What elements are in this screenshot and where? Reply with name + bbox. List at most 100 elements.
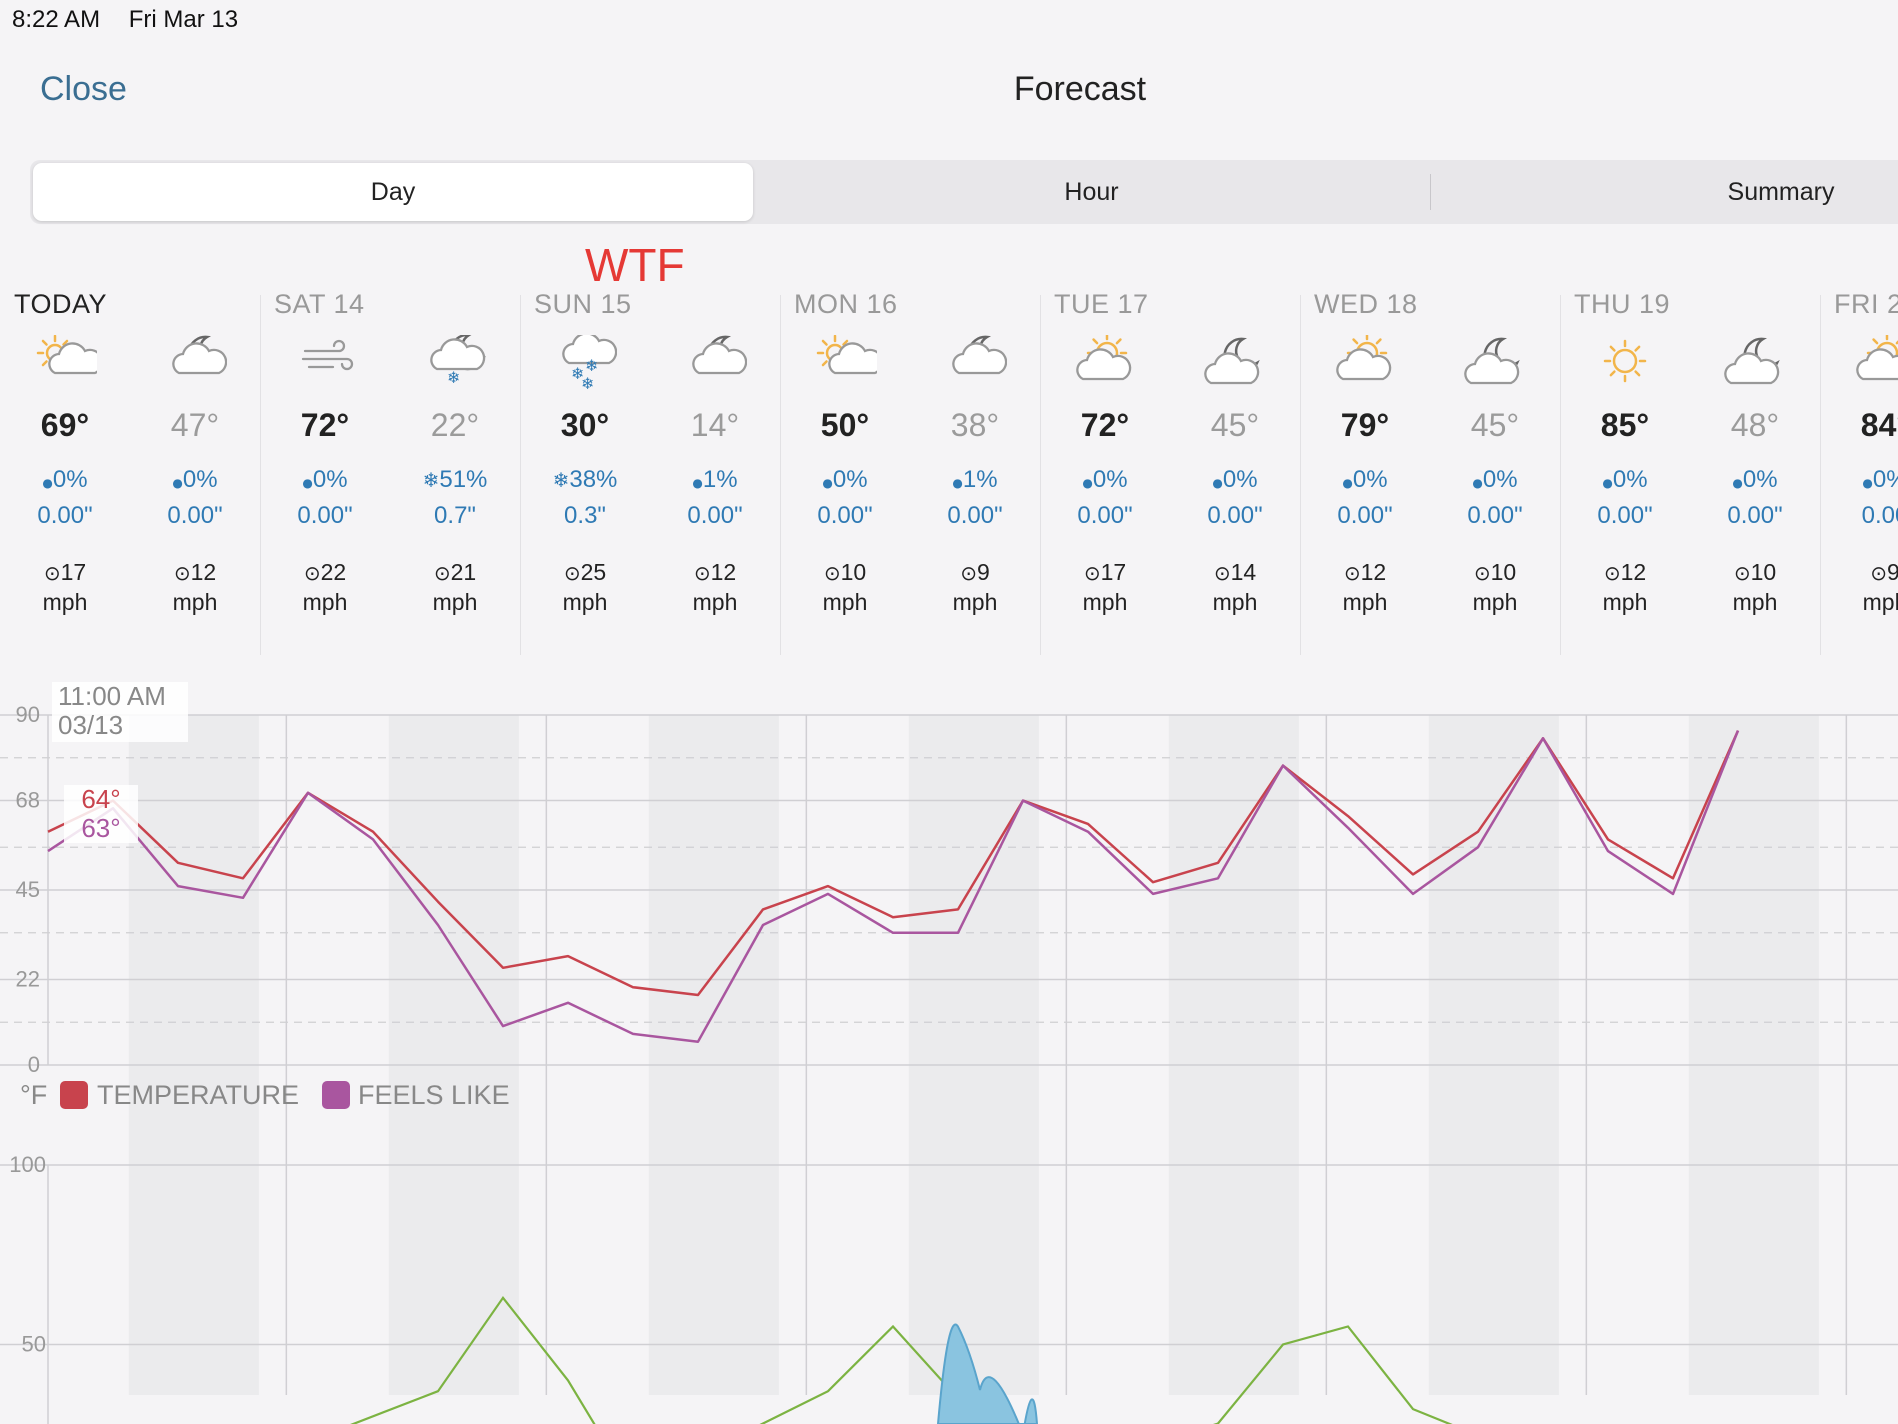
tab-divider bbox=[1430, 174, 1431, 210]
precip-percent: 1% bbox=[962, 466, 998, 493]
precip-percent: 0% bbox=[1482, 466, 1518, 493]
night-band bbox=[908, 715, 1039, 1395]
night-period: 45° ●0% 0.00" ⊙14 mph bbox=[1170, 335, 1300, 617]
wind-direction-icon: ⊙ bbox=[433, 561, 451, 585]
precip-probability: ●0% bbox=[1300, 466, 1430, 494]
precip-amount: 0.00" bbox=[1337, 502, 1393, 529]
wind: ⊙12 mph bbox=[1300, 558, 1430, 617]
precip-area bbox=[936, 1323, 1039, 1424]
wind-unit: mph bbox=[42, 589, 88, 615]
annotation-text: WTF bbox=[585, 239, 685, 291]
wind-direction-icon: ⊙ bbox=[823, 561, 841, 585]
wind-speed: 9 bbox=[1886, 559, 1898, 585]
temperature: 14° bbox=[690, 407, 740, 443]
cursor-feels: 63° bbox=[81, 813, 121, 843]
day-label: FRI 2 bbox=[1834, 289, 1898, 319]
day-column[interactable]: TODAY 69° ●0% 0.00" ⊙17 mph 47° ●0% 0.00" ⊙12 mph bbox=[0, 285, 260, 655]
day-column[interactable]: SUN 15 ❄ ❄ ❄ 30° ❄38% 0.3" ⊙25 mph 14° ●1% 0.00" ⊙12… bbox=[520, 285, 780, 655]
day-separator bbox=[780, 295, 781, 655]
partly-sunny-icon bbox=[0, 334, 130, 395]
precip-percent: 0% bbox=[1352, 466, 1388, 493]
chart-cursor-values: 64° 63° bbox=[64, 785, 138, 843]
day-separator bbox=[1040, 295, 1041, 655]
precip-percent: 51% bbox=[439, 466, 488, 493]
precip-probability: ●0% bbox=[1430, 466, 1560, 494]
day-column[interactable]: TUE 17 72° ●0% 0.00" ⊙17 mph 45° ●0% 0.00" ⊙14 mph bbox=[1040, 285, 1300, 655]
night-band bbox=[1168, 715, 1299, 1395]
wind-direction-icon: ⊙ bbox=[1343, 561, 1361, 585]
day-period: 84° ●0% 0.00 ⊙9 mph bbox=[1820, 332, 1898, 617]
precip-probability: ●0% bbox=[1040, 466, 1170, 494]
wind-direction-icon: ⊙ bbox=[1083, 561, 1101, 585]
night-period: ❄ 22° ❄51% 0.7" ⊙21 mph bbox=[390, 333, 520, 617]
precip-percent: 0% bbox=[312, 466, 348, 493]
precip-amount: 0.00" bbox=[817, 502, 873, 529]
day-label: TUE 17 bbox=[1054, 289, 1149, 319]
day-separator bbox=[1300, 295, 1301, 655]
y-tick-label: 50 bbox=[22, 1332, 46, 1357]
wind-speed: 10 bbox=[1490, 559, 1517, 585]
day-column[interactable]: FRI 2 84° ●0% 0.00 ⊙9 mph bbox=[1820, 285, 1898, 655]
wind-unit: mph bbox=[692, 589, 738, 615]
precip-probability: ❄51% bbox=[390, 466, 520, 494]
tab-hour[interactable]: Hour bbox=[1064, 178, 1119, 206]
forecast-chart[interactable]: 90 68 45 22 0 100 50 bbox=[0, 690, 1898, 1424]
wind-speed: 17 bbox=[60, 559, 87, 585]
day-column[interactable]: MON 16 50° ●0% 0.00" ⊙10 mph 38° ●1% 0.00" ⊙9 mph bbox=[780, 285, 1040, 655]
day-separator bbox=[260, 295, 261, 655]
raindrop-icon: ● bbox=[1862, 476, 1873, 490]
wind-speed: 22 bbox=[320, 559, 347, 585]
tab-summary[interactable]: Summary bbox=[1727, 178, 1835, 206]
snowflake-icon: ❄ bbox=[552, 468, 570, 492]
snow-night-icon: ❄ bbox=[390, 333, 520, 395]
wind: ⊙14 mph bbox=[1170, 558, 1300, 617]
raindrop-icon: ● bbox=[42, 476, 53, 490]
precip-percent: 0% bbox=[832, 466, 868, 493]
precip-percent: 0% bbox=[1092, 466, 1128, 493]
precip-probability: ●0% bbox=[260, 466, 390, 494]
y-tick-label: 100 bbox=[9, 1152, 46, 1177]
night-period: 38° ●1% 0.00" ⊙9 mph bbox=[910, 335, 1040, 617]
wind: ⊙9 mph bbox=[910, 558, 1040, 617]
night-band bbox=[1688, 715, 1819, 1395]
legend-label-feels-like: FEELS LIKE bbox=[358, 1080, 510, 1110]
tab-day[interactable]: Day bbox=[33, 163, 753, 221]
wind: ⊙12 mph bbox=[650, 558, 780, 617]
day-label: TODAY bbox=[14, 289, 108, 319]
y-unit-label: °F bbox=[20, 1080, 48, 1110]
wind-direction-icon: ⊙ bbox=[303, 561, 321, 585]
wind-icon bbox=[260, 335, 390, 395]
y-tick-label: 90 bbox=[16, 702, 40, 727]
raindrop-icon: ● bbox=[952, 476, 963, 490]
day-period: 72° ●0% 0.00" ⊙17 mph bbox=[1040, 332, 1170, 617]
day-period: 72° ●0% 0.00" ⊙22 mph bbox=[260, 335, 390, 617]
wind-speed: 10 bbox=[1750, 559, 1777, 585]
day-label: WED 18 bbox=[1314, 289, 1418, 319]
precip-amount: 0.00" bbox=[947, 502, 1003, 529]
wind-direction-icon: ⊙ bbox=[693, 561, 711, 585]
wind: ⊙17 mph bbox=[1040, 558, 1170, 617]
raindrop-icon: ● bbox=[1082, 476, 1093, 490]
precip-probability: ●1% bbox=[910, 466, 1040, 494]
snow-icon: ❄ ❄ ❄ bbox=[520, 332, 650, 395]
night-band bbox=[128, 715, 259, 1395]
wind-speed: 25 bbox=[580, 559, 607, 585]
wind-unit: mph bbox=[1732, 589, 1778, 615]
svg-text:❄: ❄ bbox=[571, 364, 584, 383]
page-title: Forecast bbox=[1013, 70, 1147, 108]
precip-probability: ❄38% bbox=[520, 466, 650, 494]
day-period: ❄ ❄ ❄ 30° ❄38% 0.3" ⊙25 mph bbox=[520, 332, 650, 617]
temperature: 50° bbox=[820, 407, 870, 443]
day-column[interactable]: THU 19 85° ●0% 0.00" ⊙12 mph 48° ●0% 0.00" ⊙10 mph bbox=[1560, 285, 1820, 655]
moon-cloud-icon bbox=[1170, 335, 1300, 395]
wind: ⊙10 mph bbox=[1430, 558, 1560, 617]
day-column[interactable]: SAT 14 72° ●0% 0.00" ⊙22 mph ❄ 22° ❄51% 0.7" ⊙21 mp… bbox=[260, 285, 520, 655]
temperature: 79° bbox=[1340, 407, 1390, 443]
precip-percent: 38% bbox=[569, 466, 618, 493]
sunny-icon bbox=[1560, 335, 1690, 395]
day-column[interactable]: WED 18 79° ●0% 0.00" ⊙12 mph 45° ●0% 0.00" ⊙10 mph bbox=[1300, 285, 1560, 655]
close-button[interactable]: Close bbox=[40, 70, 127, 108]
raindrop-icon: ● bbox=[822, 476, 833, 490]
night-period: 47° ●0% 0.00" ⊙12 mph bbox=[130, 335, 260, 617]
precip-probability: ●1% bbox=[650, 466, 780, 494]
